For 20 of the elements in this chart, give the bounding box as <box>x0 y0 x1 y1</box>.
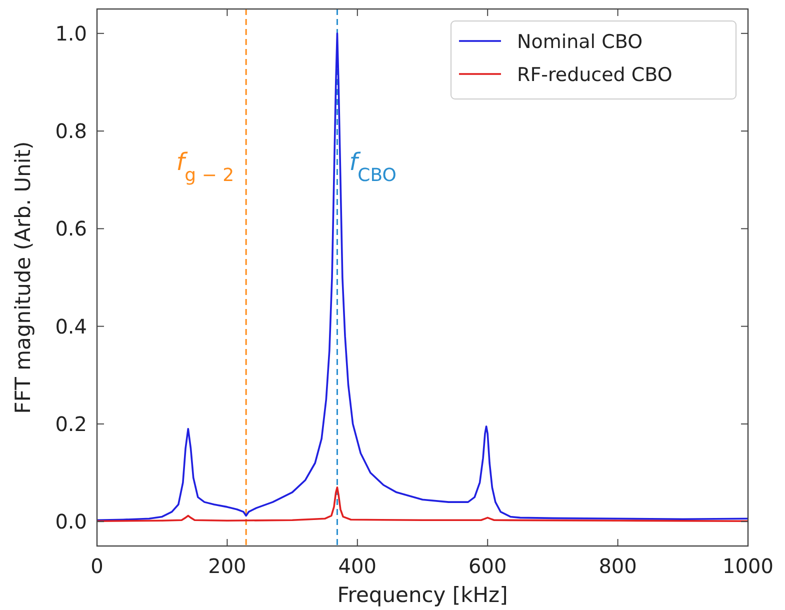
y-axis-title: FFT magnitude (Arb. Unit) <box>11 141 35 414</box>
line-series <box>96 32 749 522</box>
line-series <box>96 486 749 522</box>
y-tick-label: 0.8 <box>55 119 87 144</box>
x-tick-label: 0 <box>90 554 104 578</box>
y-tick-label: 0.0 <box>55 510 87 534</box>
y-tick-label: 0.4 <box>55 314 87 338</box>
x-tick-label: 600 <box>468 554 507 578</box>
x-tick-label: 200 <box>208 554 246 578</box>
legend-label: Nominal CBO <box>517 31 643 53</box>
y-tick-label: 0.6 <box>55 216 87 241</box>
legend-label: RF-reduced CBO <box>517 64 672 86</box>
y-tick-label: 0.2 <box>55 412 87 436</box>
x-tick-label: 800 <box>598 554 637 578</box>
x-tick-label: 400 <box>338 554 376 578</box>
ref-line-label: f$_{CBO}$ <box>349 148 396 186</box>
x-axis-title: Frequency [kHz] <box>337 583 508 607</box>
y-tick-label: 1.0 <box>55 21 87 46</box>
ref-line-label: f$_{g − 2}$ <box>176 148 234 186</box>
x-tick-label: 1000 <box>722 554 774 578</box>
